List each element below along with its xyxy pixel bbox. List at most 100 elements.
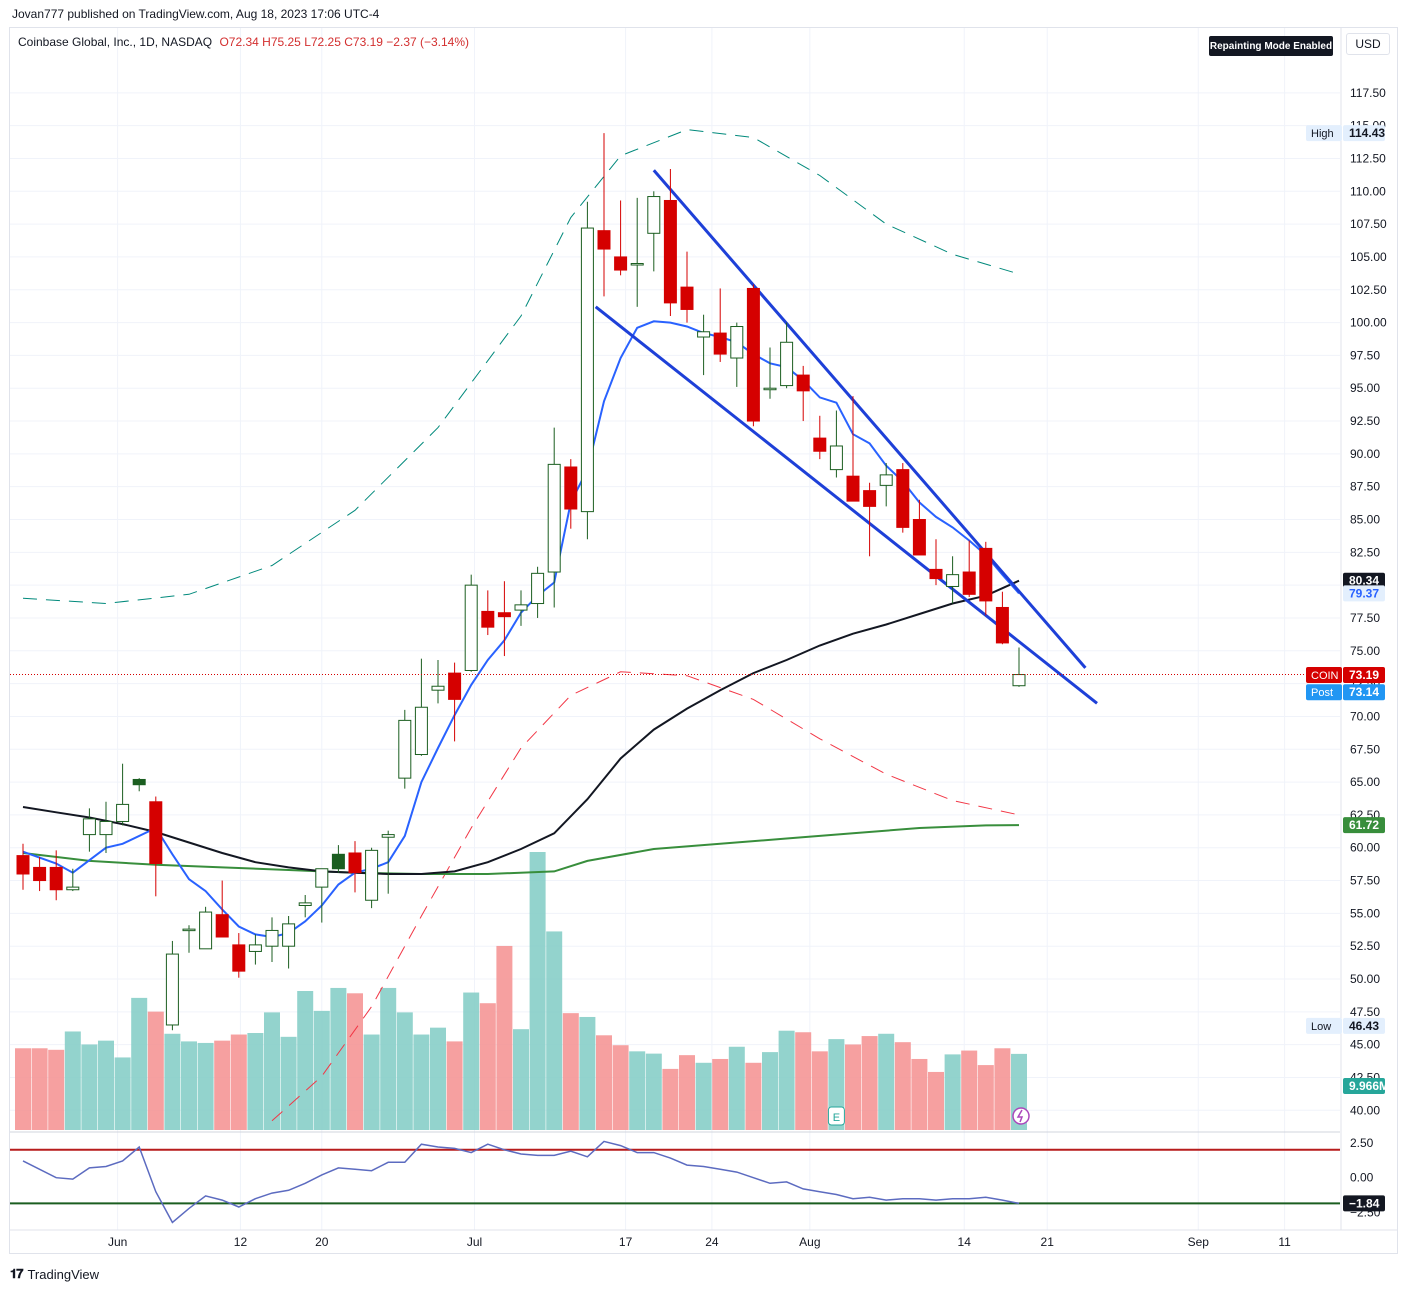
price-tick-label: 77.50 <box>1350 611 1380 625</box>
currency-button[interactable]: USD <box>1346 33 1390 55</box>
candle-body <box>381 834 395 838</box>
chart-frame <box>9 27 1398 1254</box>
volume-bar <box>546 931 563 1130</box>
candle-body <box>464 584 478 671</box>
high-value: 114.43 <box>1349 126 1385 140</box>
candle-body <box>282 923 296 947</box>
volume-bar <box>894 1042 911 1130</box>
slow-ma-tag: 61.72 <box>1349 818 1379 832</box>
volume-bar <box>612 1045 629 1130</box>
mid-ma-tag-bg <box>1343 572 1385 589</box>
price-tick-label: 65.00 <box>1350 775 1380 789</box>
footer-brand-label: TradingView <box>27 1266 100 1282</box>
volume-bar <box>230 1034 247 1130</box>
volume-bar <box>629 1051 646 1130</box>
volume-bar <box>861 1036 878 1130</box>
date-tick-label: 11 <box>1278 1235 1291 1249</box>
volume-bar <box>712 1058 729 1130</box>
symbol-tag: COIN <box>1311 670 1339 682</box>
symbol-title: Coinbase Global, Inc., 1D, NASDAQ <box>18 35 213 49</box>
footer-brand[interactable]: 𝟏𝟕 TradingView <box>10 1266 99 1282</box>
candle-body <box>531 572 545 605</box>
volume-bar <box>679 1055 695 1130</box>
high-value-bg <box>1343 125 1385 142</box>
candle-body <box>99 820 113 836</box>
volume-bar <box>479 1003 496 1130</box>
price-tick-label: 40.00 <box>1350 1103 1380 1117</box>
price-tick-label: 87.50 <box>1350 480 1380 494</box>
volume-bar <box>413 1034 430 1130</box>
candle-body <box>132 778 146 786</box>
candle-body <box>630 262 644 266</box>
candle-body <box>680 286 694 310</box>
date-tick-label: Jun <box>108 1235 127 1249</box>
price-tick-label: 95.00 <box>1350 381 1380 395</box>
volume-bar <box>330 987 347 1130</box>
candle-body <box>331 853 345 870</box>
ohlc-values: O72.34 H75.25 L72.25 C73.19 −2.37 (−3.14… <box>219 35 469 49</box>
tradingview-logo-icon: 𝟏𝟕 <box>10 1266 24 1281</box>
volume-bar <box>430 1027 446 1130</box>
oscillator-tag: −1.84 <box>1349 1196 1380 1210</box>
channel-lower-trendline <box>594 305 1098 705</box>
candle-body <box>946 574 960 587</box>
volume-bar <box>496 945 513 1130</box>
candle-body <box>663 199 677 304</box>
volume-bar <box>313 1010 330 1130</box>
price-tick-label: 105.00 <box>1350 250 1387 264</box>
lightning-bolt-icon <box>1016 1109 1024 1123</box>
low-value: 46.43 <box>1349 1019 1379 1033</box>
volume-bar <box>164 1033 181 1130</box>
candle-body <box>16 855 30 875</box>
price-tick-label: 75.00 <box>1350 644 1380 658</box>
volume-bar <box>562 1013 579 1130</box>
volume-bar <box>380 987 397 1130</box>
price-tick-label: 82.50 <box>1350 545 1380 559</box>
last-price-tag: 73.19 <box>1349 668 1379 682</box>
symbol-legend: Coinbase Global, Inc., 1D, NASDAQ O72.34… <box>18 35 469 49</box>
candle-body <box>896 469 910 528</box>
price-tick-label: 70.00 <box>1350 709 1380 723</box>
date-tick-label: 17 <box>619 1235 633 1249</box>
volume-bar <box>579 1016 596 1130</box>
candle-body <box>481 610 495 628</box>
candle-body <box>995 606 1009 644</box>
candle-body <box>614 256 628 271</box>
volume-bar <box>695 1062 712 1130</box>
candle-body <box>497 612 511 618</box>
candle-body <box>863 490 877 507</box>
volume-bar <box>247 1033 264 1130</box>
volume-bar <box>48 1049 65 1130</box>
fast-ma-tag-bg <box>1343 585 1385 602</box>
price-tick-label: 50.00 <box>1350 972 1380 986</box>
date-tick-label: 14 <box>958 1235 972 1249</box>
low-label: Low <box>1311 1021 1331 1033</box>
volume-bar <box>944 1054 961 1130</box>
volume-bar <box>214 1040 231 1130</box>
candle-body <box>66 886 80 891</box>
last-price-tag-bg <box>1343 667 1385 684</box>
price-tick-label: 52.50 <box>1350 939 1380 953</box>
dividend-lightning-icon <box>1012 1107 1030 1125</box>
price-tick-label: 112.50 <box>1350 151 1386 165</box>
volume-bar <box>728 1046 745 1130</box>
price-tick-label: 100.00 <box>1350 316 1387 330</box>
candle-body <box>182 928 196 932</box>
candle-body <box>979 547 993 602</box>
volume-bar <box>778 1030 795 1130</box>
price-tick-label: 57.50 <box>1350 874 1380 888</box>
candle-body <box>1012 674 1026 687</box>
upper-band-line <box>22 129 1020 605</box>
volume-bar <box>98 1040 114 1130</box>
volume-bar <box>81 1044 98 1130</box>
candle-body <box>33 866 47 882</box>
volume-bar <box>64 1031 81 1130</box>
volume-bar <box>197 1042 214 1130</box>
candle-body <box>829 445 843 471</box>
volume-bar <box>928 1071 944 1130</box>
low-value-bg <box>1343 1017 1385 1034</box>
volume-bar <box>264 1012 280 1130</box>
volume-bar <box>114 1057 131 1130</box>
volume-bar <box>911 1058 928 1130</box>
